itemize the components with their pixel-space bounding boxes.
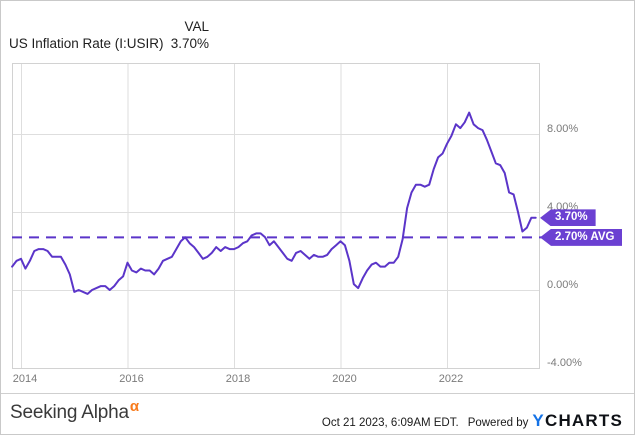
last-value-badge: 3.70% [540,209,596,227]
x-axis-tick-label: 2014 [13,373,37,385]
chart-timestamp: Oct 21 2023, 6:09AM EDT. [321,417,459,429]
seeking-alpha-logo: Seeking Alphaα [10,398,139,424]
val-column-header: VAL [184,19,209,34]
alpha-icon: α [129,398,139,415]
y-axis-tick-label: 8.00% [547,123,578,135]
x-axis-tick-label: 2016 [119,373,143,385]
average-value-badge: 2.70% AVG [540,228,623,246]
footer-divider [1,393,634,394]
series-title: US Inflation Rate (I:USIR) [9,36,164,51]
footer-attribution: Oct 21 2023, 6:09AM EDT. Powered by YCHA… [322,411,623,431]
seeking-alpha-wordmark: Seeking Alpha [10,402,129,423]
y-axis-tick-label: -4.00% [547,357,582,369]
x-axis-tick-label: 2020 [332,373,356,385]
powered-by-label: Powered by [467,417,529,429]
plot-border [12,63,540,369]
y-axis-tick-label: 0.00% [547,279,578,291]
ycharts-wordmark: CHARTS [544,411,623,430]
ycharts-logo: YCHARTS [532,411,623,431]
val-column-value: 3.70% [170,36,209,51]
inflation-line [11,111,537,295]
x-axis-tick-label: 2018 [226,373,250,385]
x-axis-tick-label: 2022 [439,373,463,385]
ycharts-y-mark: Y [532,411,545,430]
